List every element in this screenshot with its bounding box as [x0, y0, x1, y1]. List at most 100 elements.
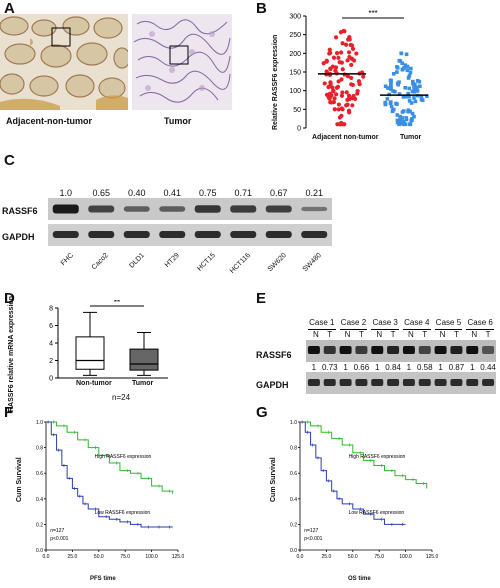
panelF-xtick-label: 100.0 [145, 554, 158, 560]
panelG-xtick-label: 50.0 [348, 554, 358, 560]
panelb-point [398, 114, 403, 119]
paneld-sig: ** [114, 300, 120, 307]
panele-band-gapdh [466, 379, 479, 386]
panelb-point [324, 69, 329, 74]
panele-band-gapdh [323, 379, 336, 386]
panelb-point [411, 79, 415, 84]
panelb-point [345, 58, 350, 63]
panelb-ytick-label: 250 [289, 32, 301, 39]
panelb-point [340, 107, 345, 112]
panelb-point [406, 91, 410, 96]
panelc-lane-label: DLD1 [128, 252, 146, 270]
paneld-ylabel: RASSF6 relative mRNA expression [8, 295, 15, 412]
panele-band-gapdh [482, 379, 495, 386]
panelc-lane-label: FHC [59, 252, 75, 268]
panelb-point [337, 60, 342, 65]
panelb-point [393, 89, 397, 94]
panelb-point [412, 84, 416, 89]
panelb-point [418, 84, 422, 89]
panele-lane-n: N [376, 330, 383, 339]
panelc-row-rassf6: RASSF6 [2, 206, 38, 216]
panelb-point [349, 75, 354, 81]
panelG-km-line [300, 421, 428, 489]
panelb-point [389, 100, 393, 104]
panelb-point [327, 51, 332, 56]
paneld-group-tumor: Tumor [132, 380, 154, 387]
panelF-xtick-label: 125.0 [172, 554, 184, 560]
paneld-box [129, 348, 159, 371]
panelc-lane-label: HCT15 [196, 252, 217, 273]
panelb-point [401, 95, 406, 99]
panelb-point [400, 67, 405, 72]
panelc-lane-label: SW480 [302, 252, 324, 274]
panele-band-gapdh [307, 379, 320, 386]
panele-blot-rassf6-bg [306, 340, 496, 362]
panelb-point [415, 89, 420, 93]
panele-case-bar [308, 329, 336, 330]
panelb-point [324, 59, 329, 64]
panelb-ytick-label: 200 [289, 51, 301, 58]
panel-label-e: E [256, 290, 267, 307]
panelc-row-gapdh: GAPDH [2, 232, 35, 242]
panele-band-gapdh [371, 379, 384, 386]
panelg-ylabel: Cum Survival [270, 457, 277, 502]
panelb-point [407, 86, 411, 91]
panelb-point [333, 68, 338, 73]
panelG-ytick-label: 0.6 [290, 471, 297, 477]
panelF-ytick-label: 0.2 [36, 522, 43, 528]
panelb-point [333, 35, 339, 40]
panelG-xtick-label: 75.0 [374, 554, 384, 560]
panelb-point [361, 74, 366, 79]
panelb-point [336, 55, 341, 60]
panelb-point [330, 85, 335, 90]
panelF-high-label: High RASSF6 expression [95, 454, 152, 460]
panele-ratio: 1 [438, 363, 443, 372]
scatter-chart-b: 0 50 100 150 200 250 300 *** [289, 9, 429, 133]
panelb-point [328, 80, 333, 85]
panelc-band-gapdh [52, 231, 79, 238]
panelG-ytick-label: 0.4 [290, 497, 297, 503]
panelb-point [397, 118, 402, 123]
panelb-point [331, 89, 336, 94]
panelb-point [332, 107, 337, 112]
panelc-lane-label: HT29 [164, 252, 182, 270]
panelb-point [409, 66, 413, 71]
panele-band-rassf6 [418, 346, 431, 354]
panele-ratio: 0.44 [480, 363, 496, 372]
panelb-point [346, 50, 352, 55]
panelb-point [410, 89, 415, 94]
panelb-point [412, 96, 416, 100]
panelb-point [348, 42, 353, 48]
panel-label-b: B [256, 0, 267, 17]
panelb-group-nontumor: Adjacent non-tumor [312, 134, 379, 141]
panele-case-label: Case 4 [404, 318, 430, 327]
panelb-point [389, 87, 393, 92]
panele-case-bar [466, 329, 494, 330]
panelb-point [413, 99, 418, 104]
panele-case-label: Case 6 [467, 318, 493, 327]
panelG-high-label: High RASSF6 expression [349, 454, 406, 460]
panelb-point [410, 111, 415, 116]
panele-band-gapdh [339, 379, 352, 386]
panelb-point [339, 93, 345, 98]
panelb-point [339, 120, 344, 126]
panelb-point [404, 117, 409, 122]
panele-band-rassf6 [323, 346, 336, 354]
panelb-point [328, 66, 333, 72]
panelb-point [338, 50, 344, 55]
panelc-value: 0.67 [269, 188, 288, 198]
panel-label-a: A [4, 0, 15, 17]
panel-label-d: D [4, 290, 15, 307]
panelF-km-line [46, 421, 174, 494]
panelb-point [388, 78, 393, 83]
panelb-ytick-label: 100 [289, 88, 301, 95]
panelc-band-gapdh [230, 231, 257, 238]
panelb-point [350, 46, 356, 51]
panelb-point [340, 90, 345, 95]
panelb-point [349, 82, 354, 87]
panele-lane-t: T [422, 330, 428, 339]
panelb-point [333, 65, 339, 70]
panelb-point [415, 85, 419, 90]
panelF-xtick-label: 75.0 [120, 554, 130, 560]
paneld-ytick-label: 0 [49, 376, 53, 383]
